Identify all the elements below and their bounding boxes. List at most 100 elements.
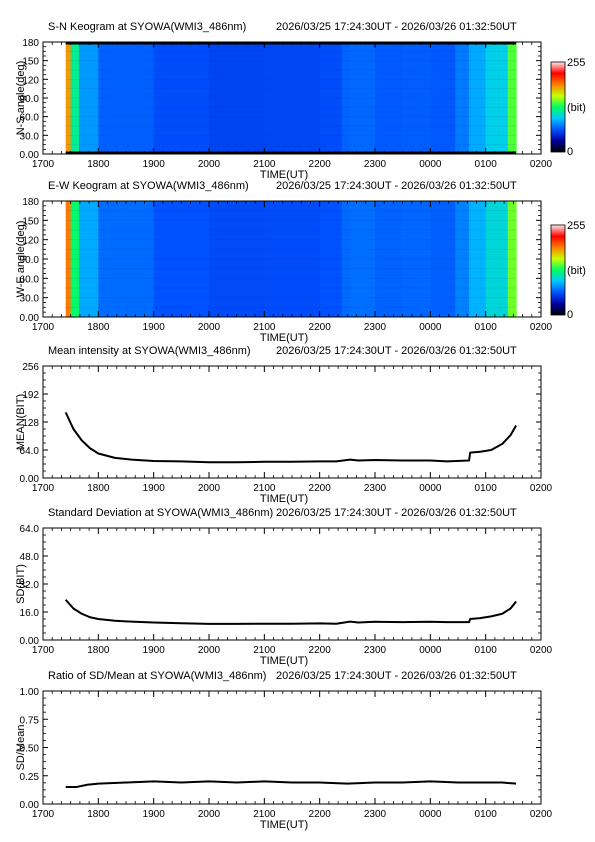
standard-deviation-xtick-label: 0200: [530, 645, 553, 656]
standard-deviation-time-range: 2026/03/25 17:24:30UT - 2026/03/26 01:32…: [276, 507, 517, 519]
mean-intensity-ylabel: MEAN(BIT): [15, 394, 27, 450]
sd-mean-ratio-ytick-label: 0.75: [20, 715, 40, 726]
sn-keogram-colorbar-min: 0: [567, 146, 573, 158]
sn-keogram-column: [455, 42, 470, 154]
ew-keogram-column: [98, 201, 155, 317]
sn-keogram-column: [65, 42, 72, 154]
mean-intensity-ytick-label: 192: [22, 390, 39, 401]
standard-deviation-ytick-label: 32.0: [20, 580, 40, 591]
sn-keogram-xtick-label: 2100: [253, 159, 276, 170]
sd-mean-ratio-xtick-label: 2100: [253, 809, 276, 820]
sd-mean-ratio-xtick-label: 1700: [32, 809, 55, 820]
ew-keogram-column: [209, 201, 265, 317]
ew-keogram-column: [350, 201, 376, 317]
mean-intensity-xtick-label: 1700: [32, 483, 55, 494]
sn-keogram-xtick-label: 1800: [87, 159, 110, 170]
standard-deviation-ytick-label: 16.0: [20, 608, 40, 619]
standard-deviation-xtick-label: 1900: [143, 645, 166, 656]
ew-keogram-xtick-label: 0000: [419, 322, 442, 333]
sn-keogram-column: [402, 42, 431, 154]
standard-deviation-ylabel: SD(BIT): [15, 564, 27, 604]
standard-deviation-xtick-label: 0100: [475, 645, 498, 656]
sn-keogram-ytick-label: 0.00: [20, 150, 40, 161]
mean-intensity-title: Mean intensity at SYOWA(WMI3_486nm): [48, 345, 251, 357]
standard-deviation-panel: Standard Deviation at SYOWA(WMI3_486nm) 2…: [15, 507, 553, 667]
sn-keogram-xtick-label: 0100: [475, 159, 498, 170]
sn-keogram-column: [341, 42, 351, 154]
sn-keogram-xtick-label: 1900: [143, 159, 166, 170]
ew-keogram-ytick-label: 180: [22, 197, 39, 208]
sd-mean-ratio-panel: Ratio of SD/Mean at SYOWA(WMI3_486nm) 202…: [15, 670, 553, 831]
ew-keogram-column: [78, 201, 99, 317]
sn-keogram-ytick-label: 180: [22, 38, 39, 49]
sn-keogram-time-range: 2026/03/25 17:24:30UT - 2026/03/26 01:32…: [276, 21, 517, 33]
ew-keogram-column: [485, 201, 509, 317]
standard-deviation-xtick-label: 2200: [309, 645, 332, 656]
ew-keogram-title: E-W Keogram at SYOWA(WMI3_486nm): [48, 180, 249, 192]
mean-intensity-series-line: [64, 411, 517, 464]
sd-mean-ratio-xtick-label: 2200: [309, 809, 332, 820]
sn-keogram-xtick-label: 0200: [530, 159, 553, 170]
standard-deviation-xtick-label: 1700: [32, 645, 55, 656]
sd-mean-ratio-time-range: 2026/03/25 17:24:30UT - 2026/03/26 01:32…: [276, 670, 517, 682]
sn-keogram-ytick-label: 120: [22, 75, 39, 86]
ew-keogram-column: [455, 201, 470, 317]
sn-keogram-dark-band: [65, 42, 517, 45]
ew-keogram-column: [375, 201, 404, 317]
ew-keogram-ytick-label: 0.00: [20, 313, 40, 324]
ew-keogram-column: [319, 201, 343, 317]
sn-keogram-colorbar: [550, 61, 566, 153]
mean-intensity-panel: Mean intensity at SYOWA(WMI3_486nm) 2026/…: [15, 345, 553, 505]
sn-keogram-column: [485, 42, 509, 154]
ew-keogram-ytick-label: 30.0: [20, 294, 40, 305]
mean-intensity-time-range: 2026/03/25 17:24:30UT - 2026/03/26 01:32…: [276, 345, 517, 357]
ew-keogram-xtick-label: 0200: [530, 322, 553, 333]
sd-mean-ratio-ylabel: SD/Mean: [15, 725, 27, 771]
ew-keogram-xtick-label: 2300: [364, 322, 387, 333]
sn-keogram-colorbar-max: 255: [567, 57, 585, 69]
mean-intensity-ytick-label: 128: [22, 418, 39, 429]
sd-mean-ratio-xtick-label: 0000: [419, 809, 442, 820]
ew-keogram-column: [264, 201, 321, 317]
ew-keogram-ytick-label: 60.0: [20, 274, 40, 285]
ew-keogram-xtick-label: 1900: [143, 322, 166, 333]
ew-keogram-ytick-label: 90.0: [20, 255, 40, 266]
sn-keogram-column: [350, 42, 376, 154]
mean-intensity-xlabel: TIME(UT): [260, 493, 308, 505]
sd-mean-ratio-ytick-label: 0.00: [20, 800, 40, 811]
sn-keogram-xtick-label: 1700: [32, 159, 55, 170]
sn-keogram-ytick-label: 90.0: [20, 94, 40, 105]
sn-keogram-column: [375, 42, 404, 154]
sd-mean-ratio-ytick-label: 0.50: [20, 744, 40, 755]
sd-mean-ratio-xtick-label: 0100: [475, 809, 498, 820]
sd-mean-ratio-xlabel: TIME(UT): [260, 819, 308, 831]
ew-keogram-ytick-label: 150: [22, 216, 39, 227]
sn-keogram-xtick-label: 2300: [364, 159, 387, 170]
sn-keogram-ylabel: N-S angle(deg): [15, 61, 27, 136]
standard-deviation-xtick-label: 2300: [364, 645, 387, 656]
ew-keogram-column: [430, 201, 456, 317]
sn-keogram-ytick-label: 60.0: [20, 113, 40, 124]
ew-keogram-colorbar-unit: (bit): [567, 265, 586, 277]
sn-keogram-title: S-N Keogram at SYOWA(WMI3_486nm): [48, 21, 246, 33]
sn-keogram-ytick-label: 150: [22, 57, 39, 68]
mean-intensity-xtick-label: 1800: [87, 483, 110, 494]
mean-intensity-ytick-label: 0.00: [20, 474, 40, 485]
ew-keogram-column: [65, 201, 72, 317]
sd-mean-ratio-frame: [42, 690, 542, 805]
ew-keogram-panel: E-W Keogram at SYOWA(WMI3_486nm) 2026/03/…: [15, 180, 586, 344]
ew-keogram-xtick-label: 2000: [198, 322, 221, 333]
mean-intensity-xtick-label: 0100: [475, 483, 498, 494]
sn-keogram-column: [209, 42, 265, 154]
sn-keogram-ytick-label: 30.0: [20, 131, 40, 142]
ew-keogram-colorbar-max: 255: [567, 220, 585, 232]
sd-mean-ratio-xtick-label: 1800: [87, 809, 110, 820]
ew-keogram-colorbar: [550, 224, 566, 316]
sd-mean-ratio-xtick-label: 2000: [198, 809, 221, 820]
sn-keogram-panel: S-N Keogram at SYOWA(WMI3_486nm) 2026/03/…: [15, 21, 586, 181]
mean-intensity-xtick-label: 1900: [143, 483, 166, 494]
standard-deviation-ytick-label: 64.0: [20, 524, 40, 535]
mean-intensity-xtick-label: 2300: [364, 483, 387, 494]
standard-deviation-xlabel: TIME(UT): [260, 655, 308, 667]
